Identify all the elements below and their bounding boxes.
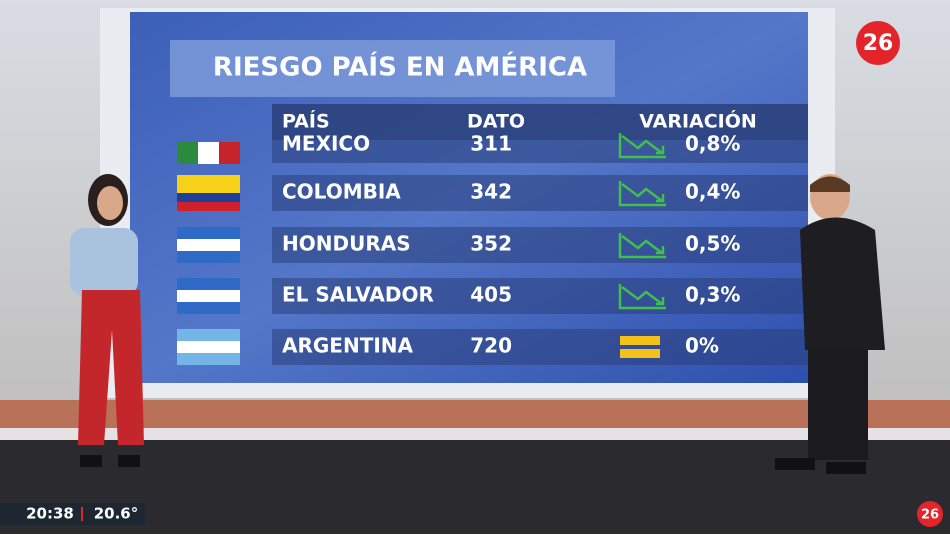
row-bar <box>272 278 808 314</box>
flag-stripe <box>177 142 198 164</box>
trend-down-icon <box>618 181 666 207</box>
flag-stripe <box>177 278 240 290</box>
studio-wall-strip <box>0 400 950 430</box>
flag-stripe <box>177 251 240 263</box>
flag-stripe <box>177 302 240 314</box>
flag-stripe <box>177 341 240 353</box>
channel-logo-small: 26 <box>917 501 943 527</box>
floor-light <box>0 428 950 440</box>
flag-stripe <box>198 142 219 164</box>
row-bar <box>272 329 808 365</box>
country-name: ARGENTINA <box>282 334 414 358</box>
variation-value: 0,8% <box>685 132 740 156</box>
flag-stripe <box>177 353 240 365</box>
studio-floor <box>0 430 950 534</box>
channel-logo: 26 <box>856 21 900 65</box>
flag-stripe <box>177 329 240 341</box>
risk-value: 352 <box>470 232 512 256</box>
flag-stripe <box>177 202 240 211</box>
flag-stripe <box>177 175 240 193</box>
variation-value: 0,4% <box>685 180 740 204</box>
ticker-bar <box>0 503 145 525</box>
country-name: COLOMBIA <box>282 180 401 204</box>
risk-value: 342 <box>470 180 512 204</box>
country-name: HONDURAS <box>282 232 411 256</box>
table-rows: MEXICO 311 0,8% COLOMBIA 342 0,4% HONDURAS 352 0… <box>177 132 808 365</box>
risk-value: 311 <box>470 132 512 156</box>
trend-down-icon <box>618 233 666 259</box>
presenter-right <box>775 174 885 474</box>
title-box <box>170 40 615 97</box>
country-name: EL SALVADOR <box>282 283 434 307</box>
variation-value: 0% <box>685 334 719 358</box>
variation-value: 0,5% <box>685 232 740 256</box>
trend-down-icon <box>618 133 666 159</box>
flag-stripe <box>177 227 240 239</box>
header-cell: PAÍS <box>282 110 330 133</box>
flag-stripe <box>177 290 240 302</box>
flag-stripe <box>177 239 240 251</box>
temperature: 20.6° <box>94 505 139 523</box>
country-name: MEXICO <box>282 132 370 156</box>
flat-icon <box>620 349 660 358</box>
risk-value: 405 <box>470 283 512 307</box>
presenter-left <box>70 174 144 467</box>
flat-icon <box>620 336 660 345</box>
row-bar <box>272 140 808 163</box>
clock: 20:38 <box>26 505 74 523</box>
header-cell: VARIACIÓN <box>639 109 757 133</box>
row-bar <box>272 227 808 263</box>
row-bar <box>272 175 808 211</box>
logo-text: 26 <box>921 508 939 523</box>
table-title: RIESGO PAÍS EN AMÉRICA <box>213 51 587 83</box>
flag-stripe <box>177 193 240 202</box>
header-cell: DATO <box>467 111 525 133</box>
variation-value: 0,3% <box>685 283 740 307</box>
flag-stripe <box>219 142 240 164</box>
header-bar <box>272 104 808 140</box>
trend-down-icon <box>618 284 666 310</box>
risk-value: 720 <box>470 334 512 358</box>
logo-text: 26 <box>863 31 894 56</box>
